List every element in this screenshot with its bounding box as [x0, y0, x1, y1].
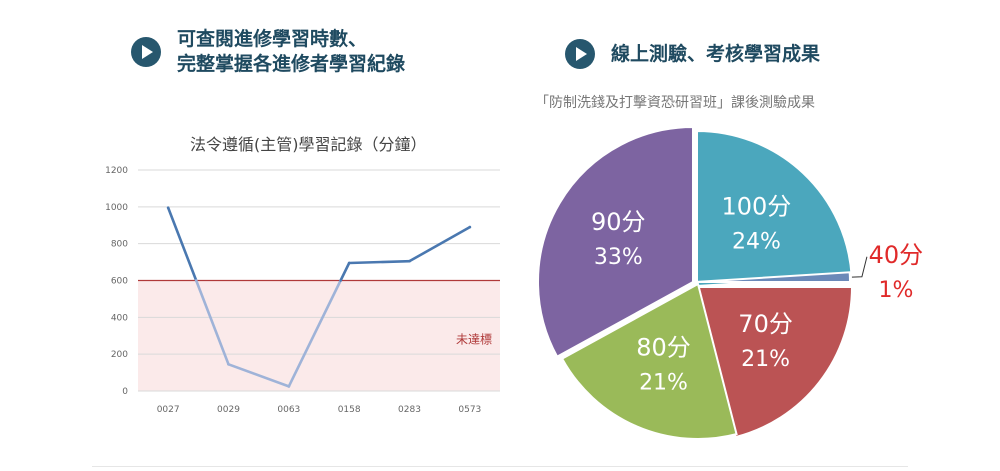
pie-slice-percent: 24% [732, 230, 781, 255]
line-chart-title: 法令遵循(主管)學習記錄（分鐘） [190, 135, 427, 154]
x-tick-label: 0063 [277, 405, 300, 415]
data-point [287, 385, 291, 388]
pie-slice-percent: 1% [878, 278, 913, 303]
x-tick-label: 0573 [458, 405, 481, 415]
series-line-segment [194, 279, 230, 366]
data-point [408, 259, 411, 263]
pie-slice [537, 125, 694, 359]
pie-chart: 100分 24% 40分 1% 70分 21% 80分 21% 90分 33% [537, 125, 924, 440]
data-point [227, 362, 230, 366]
pie-chart-subtitle: 「防制洗錢及打擊資恐研習班」課後測驗成果 [535, 95, 815, 111]
pie-slice [696, 129, 853, 288]
x-tick-label: 0158 [338, 405, 361, 415]
series-line-segment [166, 206, 198, 282]
data-point [347, 261, 351, 265]
y-tick-label: 0 [122, 387, 128, 397]
pie-slice-label: 80分 [636, 334, 691, 362]
pie-slice [695, 286, 854, 439]
bottom-divider [92, 466, 908, 467]
x-tick-label: 0283 [398, 405, 421, 415]
series-line-segment [408, 225, 472, 263]
x-tick-label: 0027 [157, 405, 180, 415]
y-tick-label: 400 [111, 313, 128, 323]
play-icon [565, 39, 595, 69]
y-tick-label: 800 [111, 240, 128, 250]
series-line-segment [347, 259, 411, 265]
series-line-segment [339, 261, 351, 282]
right-section-header: 線上測驗、考核學習成果 [565, 39, 820, 69]
pie-slice-percent: 33% [594, 245, 643, 270]
below-target-band [138, 280, 500, 391]
pie-slice-percent: 21% [741, 347, 790, 372]
series-line-segment [287, 279, 342, 388]
pie-slice-label: 100分 [722, 193, 792, 221]
threshold-label: 未達標 [456, 333, 492, 347]
right-header-title: 線上測驗、考核學習成果 [611, 42, 821, 65]
series-line-segment [227, 362, 291, 388]
left-header-text: 可查閱進修學習時數、 完整掌握各進修者學習紀錄 [177, 27, 405, 77]
leader-line [851, 256, 868, 278]
line-chart: 0 200 400 600 800 1000 1200 未達標 0027 0029 0063 0158… [105, 166, 500, 415]
y-tick-label: 1200 [105, 166, 128, 176]
pie-slice-label: 70分 [738, 310, 793, 338]
data-point [468, 225, 472, 229]
pie-slice [694, 271, 852, 283]
pie-slice-label: 90分 [591, 208, 646, 236]
data-point [166, 206, 170, 210]
left-header-line2: 完整掌握各進修者學習紀錄 [177, 53, 406, 75]
left-header-line1: 可查閱進修學習時數、 [177, 28, 368, 50]
y-tick-label: 600 [111, 277, 128, 287]
x-tick-label: 0029 [217, 405, 240, 415]
pie-slice-label: 40分 [869, 241, 924, 269]
left-section-header: 可查閱進修學習時數、 完整掌握各進修者學習紀錄 [131, 27, 405, 77]
y-tick-label: 1000 [105, 203, 128, 213]
play-icon [131, 37, 161, 67]
y-tick-label: 200 [111, 350, 128, 360]
pie-slice [560, 282, 738, 440]
pie-slice-percent: 21% [639, 371, 688, 396]
